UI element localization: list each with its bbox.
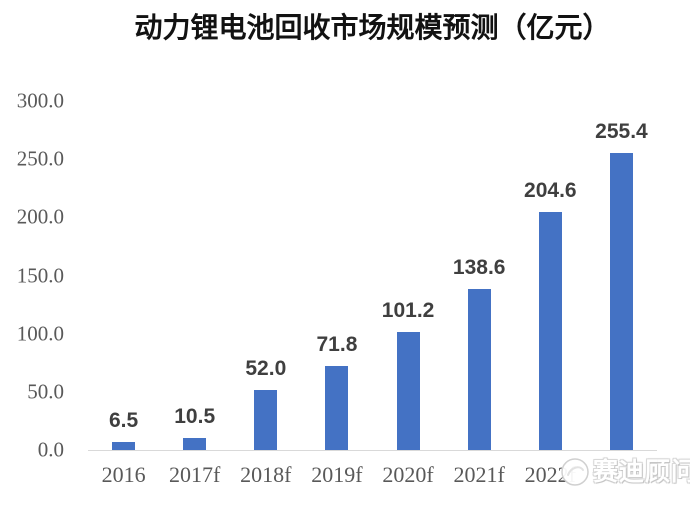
bar-2020f xyxy=(396,332,420,450)
bar-2021f xyxy=(467,289,491,450)
x-tick-label: 2017f xyxy=(169,462,221,487)
y-tick-label: 250.0 xyxy=(16,146,64,171)
x-tick-label: 2018f xyxy=(240,462,292,487)
bar-value-label: 204.6 xyxy=(524,179,577,202)
x-tick-label: 2019f xyxy=(311,462,363,487)
bar-value-label: 6.5 xyxy=(108,409,139,432)
bar-value-label: 101.2 xyxy=(381,299,435,322)
bar-value-label: 10.5 xyxy=(174,405,216,428)
bar-2018f xyxy=(254,390,278,450)
bar-value-label: 138.6 xyxy=(452,256,506,279)
y-tick-label: 200.0 xyxy=(16,204,64,229)
ccid-logo-icon xyxy=(561,458,589,486)
bar-value-label: 255.4 xyxy=(595,120,648,143)
bar-last xyxy=(609,153,633,450)
bar-2017f xyxy=(183,438,207,450)
bar-2019f xyxy=(325,366,349,450)
y-tick-label: 150.0 xyxy=(16,263,64,287)
bar-2016 xyxy=(112,442,136,450)
y-tick-label: 300.0 xyxy=(16,88,64,113)
y-tick-label: 50.0 xyxy=(27,379,64,404)
bar-value-label: 52.0 xyxy=(245,357,287,380)
x-tick-label: 2021f xyxy=(453,462,505,487)
x-axis-line xyxy=(88,450,657,451)
y-tick-label: 100.0 xyxy=(16,321,64,346)
bar-2022f xyxy=(538,212,562,450)
watermark: 赛迪顾问 xyxy=(560,452,690,488)
chart-title: 动力锂电池回收市场规模预测（亿元） xyxy=(134,12,611,43)
watermark-text: 赛迪顾问 xyxy=(593,458,690,486)
y-tick-label: 0.0 xyxy=(37,437,64,462)
bar-value-label: 71.8 xyxy=(316,333,358,356)
x-tick-label: 2016 xyxy=(101,462,146,487)
x-tick-label: 2020f xyxy=(382,462,434,487)
